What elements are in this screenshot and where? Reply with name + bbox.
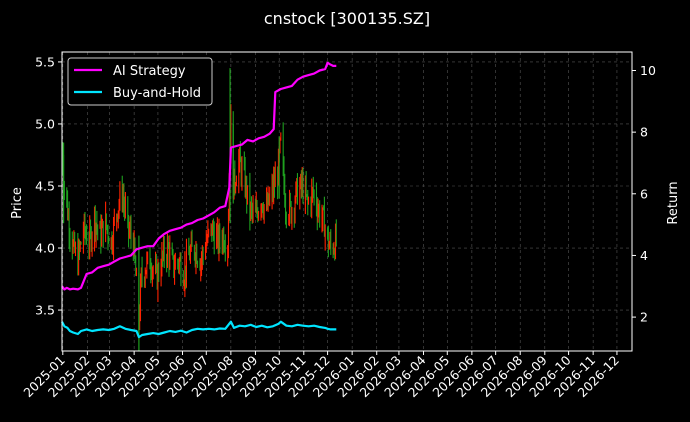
y-left-tick-label: 3.5: [35, 303, 55, 318]
y-right-tick-label: 4: [640, 248, 648, 263]
y-left-tick-label: 4.0: [35, 241, 55, 256]
series-line-ai-strategy: [61, 61, 337, 291]
legend-box: [67, 57, 213, 106]
series-lines: [61, 61, 337, 339]
y-right-tick-label: 6: [640, 186, 648, 201]
price-bars: [61, 68, 337, 351]
y-left-tick-label: 4.5: [35, 178, 55, 193]
series-line-buy-and-hold: [61, 320, 337, 339]
y-right-tick-label: 8: [640, 125, 648, 140]
y-axis-right-label: Return: [666, 181, 681, 224]
y-left-tick-label: 5.0: [35, 116, 55, 131]
y-left-tick-label: 5.5: [35, 54, 55, 69]
chart-title: cnstock [300135.SZ]: [264, 9, 430, 28]
plot-frame: [61, 51, 633, 352]
legend: AI Strategy Buy-and-Hold: [67, 57, 213, 106]
y-right-tick-label: 2: [640, 310, 648, 325]
legend-label-ai-strategy: AI Strategy: [113, 64, 186, 79]
y-axis-left-label: Price: [10, 187, 25, 219]
y-right-tick-label: 10: [640, 63, 656, 78]
legend-label-buy-and-hold: Buy-and-Hold: [113, 86, 201, 101]
